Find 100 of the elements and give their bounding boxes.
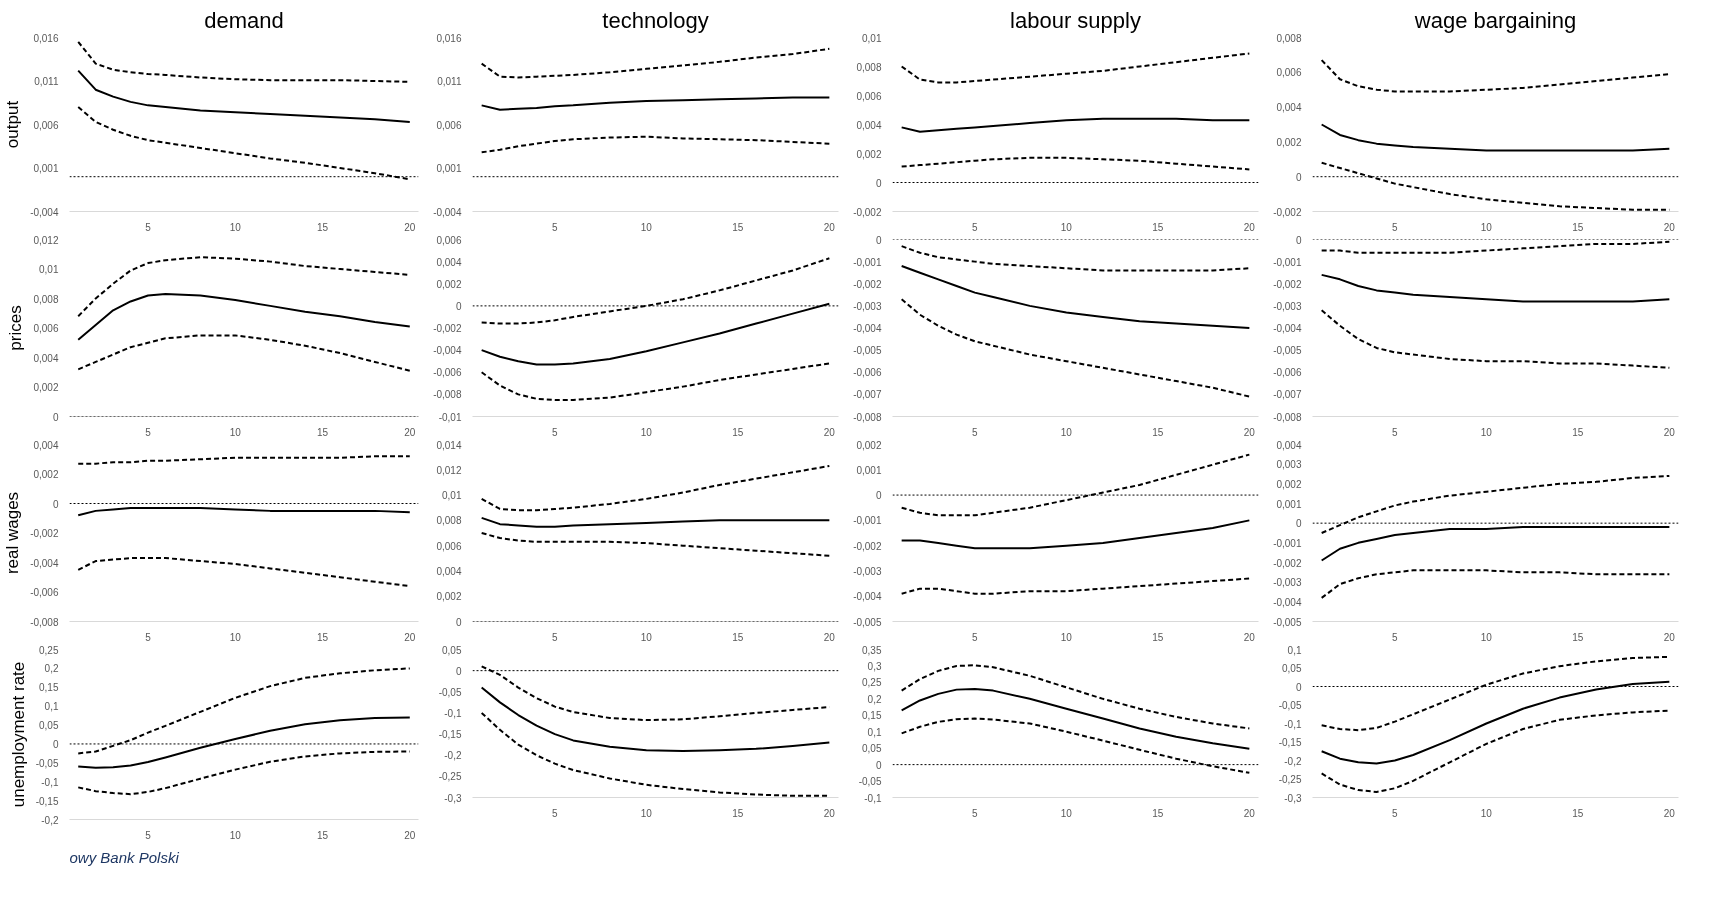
y-tick-label: -0,005 bbox=[1273, 345, 1302, 357]
x-tick-label: 20 bbox=[1243, 426, 1256, 438]
y-axis-title: output bbox=[3, 100, 23, 149]
y-tick-label: 0,001 bbox=[856, 464, 882, 476]
y-tick-label: -0,003 bbox=[1273, 300, 1302, 312]
x-tick-label: 20 bbox=[823, 807, 836, 819]
y-tick-label: 0 bbox=[52, 411, 59, 423]
x-tick-label: 20 bbox=[1663, 426, 1676, 438]
x-tick-label: 10 bbox=[229, 829, 242, 841]
y-tick-label: 0,05 bbox=[442, 644, 462, 656]
x-tick-label: 15 bbox=[1152, 426, 1164, 438]
y-tick-label: -0,008 bbox=[853, 411, 882, 423]
y-tick-label: -0,1 bbox=[444, 707, 462, 719]
x-tick-label: 15 bbox=[1152, 631, 1164, 643]
y-tick-label: -0,005 bbox=[853, 616, 882, 628]
x-tick-label: 5 bbox=[552, 807, 559, 819]
y-tick-label: 0,011 bbox=[34, 76, 59, 87]
x-tick-label: 15 bbox=[1572, 807, 1584, 819]
y-tick-label: -0,1 bbox=[41, 776, 59, 788]
y-tick-label: -0,001 bbox=[1273, 537, 1302, 549]
y-tick-label: 0,15 bbox=[862, 710, 882, 722]
x-tick-label: 5 bbox=[972, 426, 979, 438]
y-tick-label: -0,006 bbox=[30, 587, 59, 598]
y-tick-label: 0,004 bbox=[33, 352, 59, 364]
x-tick-label: 10 bbox=[640, 221, 653, 233]
y-tick-label: -0,25 bbox=[1278, 774, 1302, 785]
y-tick-label: 0,004 bbox=[1276, 102, 1302, 114]
y-tick-label: 0,012 bbox=[33, 234, 59, 246]
y-tick-label: 0,002 bbox=[33, 382, 59, 393]
chart-title: demand bbox=[204, 7, 284, 33]
x-tick-label: 20 bbox=[1243, 807, 1256, 819]
y-tick-label: -0,007 bbox=[853, 389, 882, 401]
chart-title: technology bbox=[602, 7, 709, 33]
y-tick-label: -0,006 bbox=[433, 367, 462, 379]
y-tick-label: 0,012 bbox=[436, 464, 462, 476]
x-tick-label: 20 bbox=[1243, 221, 1256, 233]
y-tick-label: -0,003 bbox=[1273, 577, 1302, 589]
x-tick-label: 10 bbox=[1480, 221, 1493, 233]
y-tick-label: -0,15 bbox=[438, 729, 462, 741]
y-tick-label: -0,25 bbox=[438, 771, 462, 783]
x-tick-label: 10 bbox=[1480, 631, 1493, 643]
y-tick-label: 0,006 bbox=[33, 119, 59, 131]
x-tick-label: 15 bbox=[1152, 807, 1164, 819]
x-tick-label: 15 bbox=[316, 631, 329, 643]
y-tick-label: 0,1 bbox=[867, 726, 882, 738]
y-tick-label: 0,016 bbox=[33, 32, 59, 44]
y-tick-label: -0,002 bbox=[1273, 206, 1302, 218]
x-tick-label: 5 bbox=[972, 807, 979, 819]
y-tick-label: -0,15 bbox=[35, 795, 59, 807]
y-tick-label: -0,004 bbox=[1273, 323, 1302, 334]
y-tick-label: -0,008 bbox=[1273, 411, 1302, 423]
y-tick-label: 0,001 bbox=[1276, 498, 1302, 510]
y-axis-title: real wages bbox=[3, 491, 23, 575]
y-tick-label: 0,05 bbox=[39, 720, 59, 732]
y-tick-label: 0,002 bbox=[1276, 478, 1302, 490]
x-tick-label: 20 bbox=[404, 829, 416, 841]
x-tick-label: 10 bbox=[640, 631, 653, 643]
y-tick-label: -0,002 bbox=[1273, 557, 1302, 569]
y-tick-label: -0,004 bbox=[853, 591, 882, 603]
y-axis-title: prices bbox=[6, 305, 26, 351]
y-tick-label: -0,002 bbox=[30, 528, 59, 539]
y-tick-label: -0,001 bbox=[853, 256, 882, 268]
y-tick-label: -0,004 bbox=[433, 345, 462, 357]
y-tick-label: 0,25 bbox=[862, 677, 882, 689]
y-tick-label: 0 bbox=[1295, 518, 1302, 530]
y-tick-label: -0,2 bbox=[1284, 755, 1302, 767]
y-tick-label: -0,3 bbox=[1284, 792, 1302, 804]
y-tick-label: -0,05 bbox=[1278, 700, 1302, 711]
y-tick-label: 0,35 bbox=[862, 644, 882, 656]
y-tick-label: -0,006 bbox=[853, 367, 882, 379]
x-tick-label: 5 bbox=[1392, 631, 1399, 643]
x-tick-label: 15 bbox=[316, 426, 329, 438]
y-tick-label: 0,004 bbox=[436, 256, 462, 268]
y-tick-label: 0,05 bbox=[862, 743, 882, 755]
x-tick-label: 15 bbox=[1572, 426, 1584, 438]
y-tick-label: -0,15 bbox=[1278, 737, 1302, 748]
x-tick-label: 10 bbox=[229, 426, 242, 438]
y-tick-label: 0,011 bbox=[437, 76, 462, 87]
x-tick-label: 20 bbox=[1663, 631, 1676, 643]
y-tick-label: -0,004 bbox=[30, 557, 59, 569]
y-tick-label: -0,006 bbox=[1273, 367, 1302, 379]
x-tick-label: 15 bbox=[732, 426, 744, 438]
y-tick-label: 0,01 bbox=[39, 264, 59, 275]
x-tick-label: 5 bbox=[972, 631, 979, 643]
x-tick-label: 20 bbox=[823, 631, 836, 643]
y-tick-label: 0,002 bbox=[436, 278, 462, 290]
y-tick-label: -0,002 bbox=[853, 206, 882, 218]
y-tick-label: 0,01 bbox=[862, 32, 882, 44]
x-tick-label: 10 bbox=[1480, 807, 1493, 819]
y-tick-label: 0 bbox=[1295, 171, 1302, 183]
x-tick-label: 10 bbox=[1060, 426, 1073, 438]
y-tick-label: -0,2 bbox=[444, 750, 462, 762]
x-tick-label: 20 bbox=[1663, 807, 1676, 819]
y-tick-label: 0 bbox=[875, 234, 882, 246]
y-tick-label: 0,006 bbox=[436, 234, 462, 246]
y-tick-label: 0,014 bbox=[436, 439, 462, 451]
y-tick-label: 0,002 bbox=[436, 591, 462, 603]
x-tick-label: 10 bbox=[1480, 426, 1493, 438]
x-tick-label: 20 bbox=[404, 426, 416, 438]
y-tick-label: -0,002 bbox=[853, 540, 882, 552]
